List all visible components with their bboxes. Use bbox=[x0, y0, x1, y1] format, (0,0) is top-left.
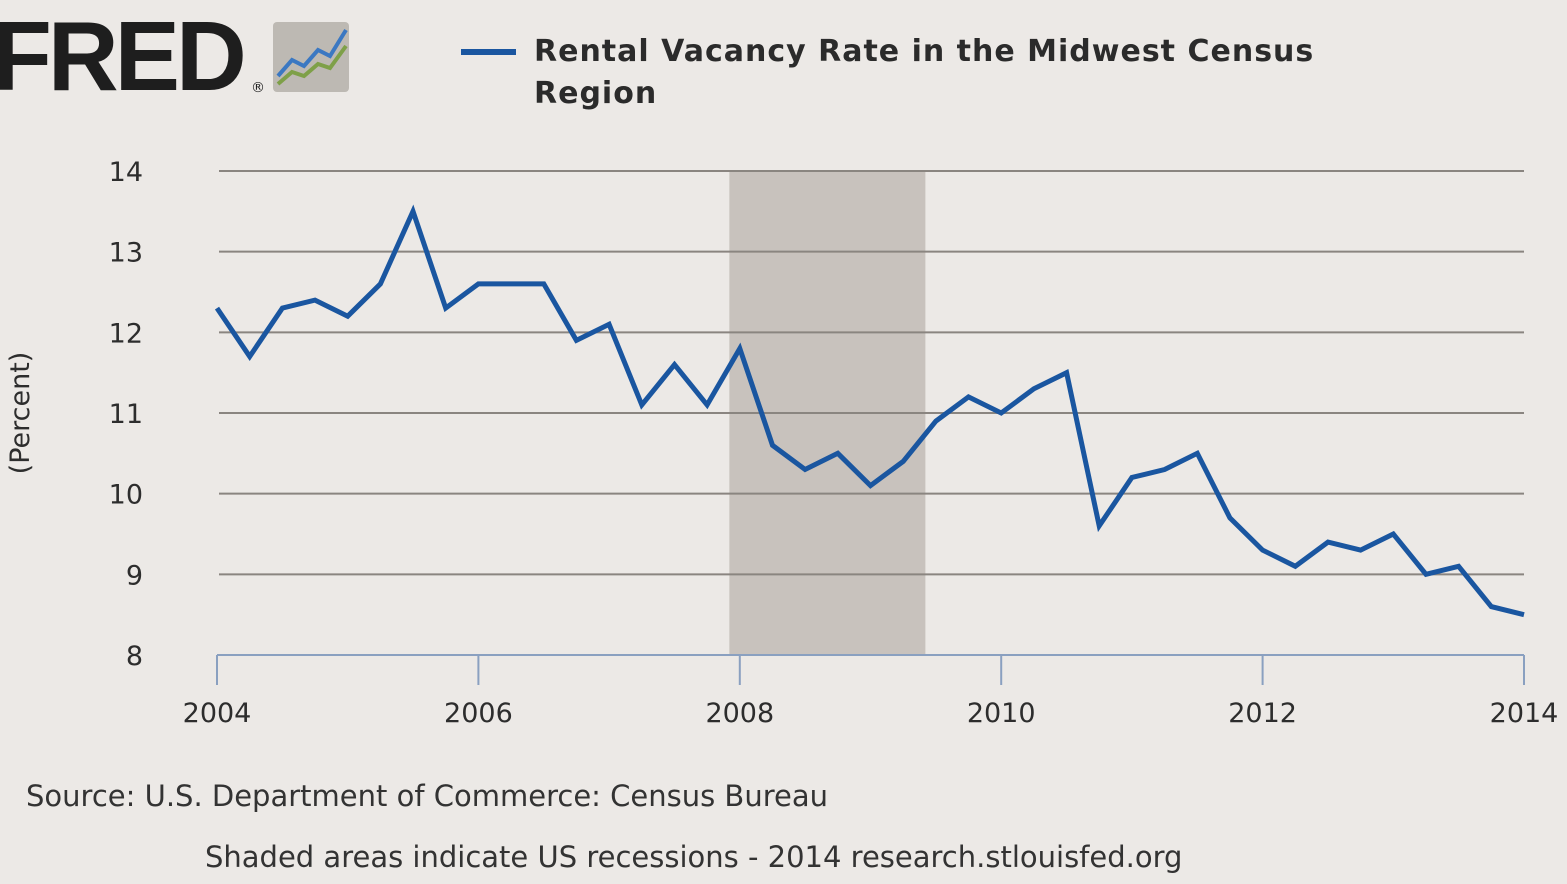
fred-logo-chart-icon bbox=[273, 22, 349, 92]
series-lines bbox=[214, 204, 1525, 618]
y-tick-label: 11 bbox=[109, 399, 143, 430]
x-axis-tick-labels: 2004 2006 2008 2010 2012 2014 bbox=[183, 698, 1559, 729]
y-axis-label: (Percent) bbox=[5, 352, 36, 475]
x-tick-label: 2012 bbox=[1228, 698, 1297, 729]
fred-logo-registered: ® bbox=[251, 80, 265, 96]
y-tick-label: 8 bbox=[126, 641, 143, 672]
y-tick-label: 9 bbox=[126, 560, 143, 591]
recession-note: Shaded areas indicate US recessions - 20… bbox=[205, 840, 1182, 874]
series-line bbox=[214, 204, 1525, 618]
x-tick-label: 2014 bbox=[1490, 698, 1559, 729]
source-note: Source: U.S. Department of Commerce: Cen… bbox=[26, 779, 828, 813]
x-tick-label: 2008 bbox=[705, 698, 774, 729]
x-tick-label: 2004 bbox=[183, 698, 252, 729]
x-tick-label: 2010 bbox=[967, 698, 1036, 729]
fred-logo: FRED ® bbox=[0, 1, 349, 111]
fred-logo-text: FRED bbox=[0, 1, 243, 111]
x-axis bbox=[216, 654, 1525, 685]
y-tick-label: 10 bbox=[109, 480, 143, 511]
y-tick-label: 14 bbox=[109, 157, 143, 188]
legend: Rental Vacancy Rate in the Midwest Censu… bbox=[461, 34, 1314, 111]
y-tick-label: 13 bbox=[109, 238, 143, 269]
x-tick-label: 2006 bbox=[444, 698, 513, 729]
gridlines bbox=[219, 170, 1524, 576]
legend-label-line1: Rental Vacancy Rate in the Midwest Censu… bbox=[534, 34, 1314, 69]
y-tick-label: 12 bbox=[109, 318, 143, 349]
y-axis-tick-labels: 8 9 10 11 12 13 14 bbox=[109, 157, 143, 672]
legend-label-line2: Region bbox=[534, 76, 657, 111]
